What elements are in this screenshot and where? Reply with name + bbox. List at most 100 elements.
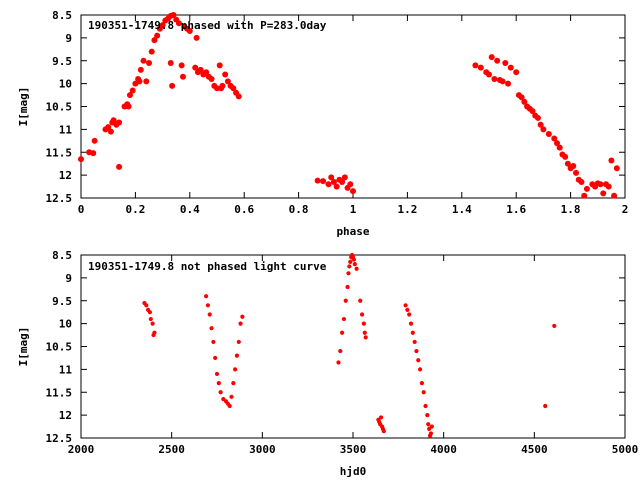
data-point	[180, 73, 186, 80]
data-point	[341, 174, 348, 181]
data-point	[116, 119, 123, 126]
data-point	[147, 310, 153, 315]
data-point	[340, 330, 345, 335]
phased-chart-title: 190351-1749.8 phased with P=283.0day	[88, 19, 327, 32]
phased-y-tick-label: 11.5	[46, 146, 73, 159]
data-point	[419, 381, 425, 386]
data-point	[407, 312, 412, 317]
data-point	[107, 128, 114, 135]
data-point	[425, 413, 430, 418]
data-point	[477, 64, 484, 71]
unphased-data-points	[142, 252, 557, 438]
data-point	[347, 181, 354, 188]
data-point	[499, 78, 506, 85]
data-point	[564, 160, 571, 167]
data-point	[224, 78, 231, 85]
data-point	[405, 307, 410, 312]
data-point	[416, 358, 421, 363]
data-point	[151, 37, 158, 44]
data-point	[143, 78, 150, 85]
data-point	[488, 54, 495, 61]
data-point	[192, 64, 199, 71]
data-point	[154, 32, 161, 39]
data-point	[429, 424, 434, 429]
unphased-y-tick-label: 10	[59, 318, 72, 331]
data-point	[205, 303, 211, 308]
data-point	[325, 181, 332, 188]
data-point	[597, 181, 604, 188]
data-point	[608, 157, 615, 164]
phased-y-tick-label: 12.5	[46, 192, 73, 205]
unphased-x-tick-label: 3500	[340, 443, 367, 456]
unphased-x-axis-label: hjd0	[340, 465, 367, 478]
data-point	[545, 130, 552, 137]
data-point	[214, 371, 220, 377]
data-point	[230, 85, 237, 92]
phased-chart: 0 0.2 0.4 0.6 0.8 1 1.2 1.4 1.6 1.8 2 8.5 9 9.5 10 10.5…	[17, 9, 628, 238]
data-point	[540, 126, 547, 133]
data-point	[403, 303, 408, 308]
phased-y-tick-label: 9.5	[52, 55, 72, 68]
phased-y-axis-label: I[mag]	[17, 87, 30, 127]
data-point	[581, 192, 588, 199]
data-point	[410, 330, 415, 335]
unphased-y-tick-label: 9	[65, 272, 72, 285]
data-point	[362, 330, 367, 335]
phased-y-tick-label: 9	[65, 32, 72, 45]
phased-x-tick-label: 0.8	[289, 203, 309, 216]
phased-x-tick-label: 1.4	[452, 203, 472, 216]
data-point	[494, 57, 501, 64]
data-point	[578, 178, 585, 185]
data-point	[529, 108, 536, 115]
phased-x-tick-label: 1.2	[397, 203, 417, 216]
phased-y-tick-label: 11	[59, 123, 73, 136]
data-point	[507, 64, 514, 71]
data-point	[146, 60, 152, 67]
data-point	[339, 178, 346, 185]
data-point	[428, 431, 434, 436]
data-point	[348, 259, 353, 264]
phased-plot-frame	[80, 14, 626, 199]
data-point	[211, 339, 216, 345]
unphased-y-axis-label: I[mag]	[17, 327, 30, 367]
data-point	[116, 163, 123, 170]
data-point	[486, 71, 492, 78]
phased-y-tick-label: 8.5	[52, 9, 72, 22]
data-point	[144, 303, 149, 308]
data-point	[379, 415, 384, 420]
phased-data-points	[78, 12, 620, 199]
data-point	[208, 76, 215, 83]
unphased-y-tick-label: 12	[59, 409, 72, 422]
phased-x-tick-label: 2	[622, 203, 629, 216]
data-point	[129, 87, 136, 94]
data-point	[235, 93, 242, 100]
data-point	[137, 66, 144, 73]
data-point	[136, 78, 143, 85]
data-point	[240, 314, 245, 319]
data-point	[209, 326, 214, 331]
data-point	[330, 178, 337, 185]
data-point	[611, 192, 618, 199]
data-point	[556, 144, 563, 151]
phased-y-tick-label: 10	[59, 78, 72, 91]
unphased-x-tick-label: 5000	[612, 443, 639, 456]
data-point	[159, 22, 166, 29]
phased-x-tick-label: 0	[78, 203, 85, 216]
data-point	[423, 403, 428, 409]
unphased-chart: 2000 2500 3000 3500 4000 4500 5000 8.5 9 9.5 10 10.…	[17, 249, 638, 478]
data-point	[351, 257, 357, 262]
data-point	[90, 150, 97, 157]
data-point	[543, 403, 548, 409]
data-point	[126, 92, 133, 99]
unphased-x-tick-label: 4000	[430, 443, 457, 456]
data-point	[328, 174, 335, 181]
data-point	[350, 188, 356, 195]
data-point	[178, 62, 185, 69]
data-point	[227, 403, 232, 409]
data-point	[78, 156, 84, 163]
data-point	[169, 82, 176, 89]
data-point	[320, 178, 327, 185]
data-point	[359, 312, 365, 317]
data-point	[361, 321, 366, 326]
